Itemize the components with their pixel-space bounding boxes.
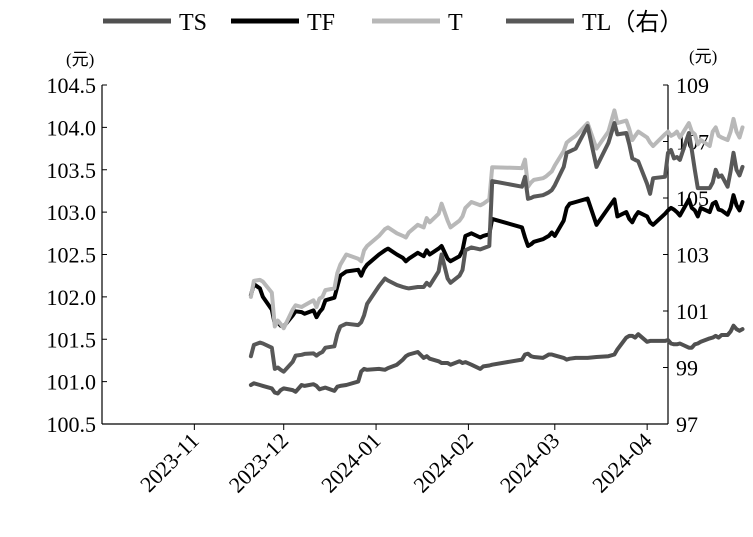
x-tick-label: 2024-04 — [587, 428, 657, 498]
right-y-tick-label: 97 — [676, 412, 698, 437]
right-y-tick-label: 109 — [676, 73, 709, 98]
left-y-tick-label: 101.0 — [47, 370, 97, 395]
legend: TS TF T TL（右） — [103, 9, 683, 36]
legend-label-t: T — [448, 10, 463, 36]
series-line-tf — [248, 193, 745, 329]
left-y-tick-label: 104.5 — [47, 73, 97, 98]
left-y-tick-label: 102.0 — [47, 285, 97, 310]
x-tick-label: 2023-11 — [135, 428, 204, 497]
right-y-tick-label: 99 — [676, 356, 698, 381]
x-tick-label: 2024-01 — [316, 428, 386, 498]
x-tick-label: 2024-03 — [495, 428, 565, 498]
plot-area — [248, 108, 745, 396]
x-tick-label: 2024-02 — [408, 428, 478, 498]
left-y-tick-label: 100.5 — [47, 412, 97, 437]
right-axis-unit: (元) — [689, 47, 717, 66]
x-tick-label: 2023-12 — [224, 428, 294, 498]
series-line-t — [248, 108, 745, 331]
series-line-ts — [248, 323, 745, 396]
left-y-tick-label: 101.5 — [47, 327, 97, 352]
right-y-tick-label: 101 — [676, 299, 709, 324]
left-y-tick-label: 103.5 — [47, 158, 97, 183]
series-line-tl — [248, 121, 745, 374]
left-y-tick-label: 102.5 — [47, 243, 97, 268]
legend-label-ts: TS — [179, 10, 207, 36]
legend-label-tf: TF — [307, 10, 335, 36]
right-y-tick-label: 103 — [676, 243, 709, 268]
left-axis-unit: (元) — [66, 50, 94, 69]
legend-label-tl: TL（右） — [582, 9, 683, 36]
left-y-tick-label: 104.0 — [47, 115, 97, 140]
left-y-tick-label: 103.0 — [47, 200, 97, 225]
